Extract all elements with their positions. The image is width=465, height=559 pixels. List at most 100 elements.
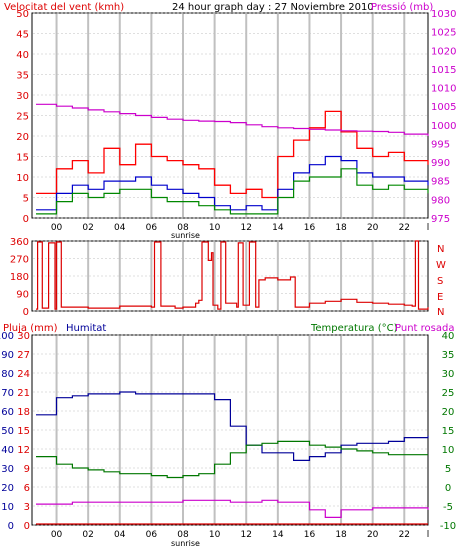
rain-y-tick-label: 30 — [17, 331, 30, 342]
humidity-y-tick-label: 50 — [1, 426, 14, 437]
temperature-y-tick-label: 35 — [442, 350, 455, 361]
wind-x-tick-label: 04 — [114, 223, 126, 233]
wind-x-tick-label: l — [427, 223, 430, 233]
direction-y-tick-label: 90 — [16, 290, 29, 301]
wind-x-tick-label: 10 — [209, 223, 221, 233]
climate-x-tick-label: 20 — [367, 530, 379, 540]
chart-title: 24 hour graph day : 27 Noviembre 2010 — [172, 2, 374, 13]
pressure-y-tick-label: 1030 — [431, 9, 456, 20]
compass-n-bottom: N — [437, 307, 444, 318]
temperature-y-tick-label: 15 — [442, 426, 455, 437]
direction-y-tick-label: 180 — [10, 272, 29, 283]
wind-x-tick-label: 08 — [177, 223, 189, 233]
series-pressure — [36, 103, 429, 136]
wind-y-tick-label: 45 — [16, 30, 29, 41]
humidity-y-tick-label: 40 — [1, 445, 14, 456]
wind-x-tick-label: 14 — [272, 223, 284, 233]
climate-x-tick-label: 16 — [304, 530, 316, 540]
wind-x-tick-label: 20 — [367, 223, 379, 233]
humidity-y-tick-label: 100 — [0, 331, 14, 342]
climate-ylabel-dewpoint: Punt rosada — [395, 323, 454, 334]
wind-ylabel-left: Velocitat del vent (kmh) — [4, 2, 124, 13]
temperature-y-tick-label: -5 — [443, 502, 453, 513]
humidity-y-tick-label: 90 — [1, 350, 14, 361]
wind-x-tick-label: 16 — [304, 223, 316, 233]
rain-y-tick-label: 15 — [17, 426, 30, 437]
humidity-y-tick-label: 20 — [1, 483, 14, 494]
humidity-y-tick-label: 70 — [1, 388, 14, 399]
wind-x-tick-label: 18 — [335, 223, 347, 233]
wind-y-tick-label: 5 — [23, 194, 29, 205]
wind-x-tick-label: 12 — [240, 223, 251, 233]
humidity-y-tick-label: 80 — [1, 369, 14, 380]
rain-y-tick-label: 0 — [24, 521, 30, 532]
wind-y-tick-label: 50 — [16, 9, 29, 20]
pressure-y-tick-label: 1025 — [431, 28, 456, 39]
compass-w: W — [436, 260, 446, 271]
wind-y-tick-label: 0 — [23, 214, 29, 225]
series-direction — [36, 240, 429, 310]
rain-y-tick-label: 12 — [17, 445, 30, 456]
climate-x-tick-label: 04 — [114, 530, 126, 540]
climate-x-tick-label: 00 — [51, 530, 63, 540]
pressure-y-tick-label: 975 — [431, 214, 450, 225]
wind-y-tick-label: 10 — [16, 173, 29, 184]
rain-y-tick-label: 3 — [24, 502, 30, 513]
wind-y-tick-label: 25 — [16, 112, 29, 123]
wind-sunrise-label: sunrise — [171, 231, 200, 240]
wind-y-tick-label: 20 — [16, 132, 29, 143]
direction-y-tick-label: 0 — [23, 307, 29, 318]
direction-y-tick-label: 360 — [10, 237, 29, 248]
series-layer — [36, 103, 429, 525]
temperature-y-tick-label: -10 — [440, 521, 456, 532]
climate-x-tick-label: 14 — [272, 530, 284, 540]
compass-n-top: N — [437, 244, 444, 255]
climate-x-tick-label: 18 — [335, 530, 347, 540]
series-dewpoint — [36, 499, 429, 518]
wind-x-tick-label: 00 — [51, 223, 63, 233]
climate-x-tick-label: 22 — [399, 530, 410, 540]
rain-y-tick-label: 24 — [17, 369, 30, 380]
pressure-y-tick-label: 1015 — [431, 65, 456, 76]
temperature-y-tick-label: 30 — [442, 369, 455, 380]
compass-s: S — [437, 276, 443, 287]
temperature-y-tick-label: 0 — [445, 483, 451, 494]
pressure-y-tick-label: 980 — [431, 195, 450, 206]
humidity-y-tick-label: 10 — [1, 502, 14, 513]
temperature-y-tick-label: 40 — [442, 331, 455, 342]
rain-y-tick-label: 18 — [17, 407, 30, 418]
humidity-y-tick-label: 60 — [1, 407, 14, 418]
pressure-y-tick-label: 985 — [431, 177, 450, 188]
wind-x-tick-label: 02 — [82, 223, 93, 233]
temperature-y-tick-label: 10 — [442, 445, 455, 456]
rain-y-tick-label: 21 — [17, 388, 30, 399]
series-temperature — [36, 440, 428, 479]
rain-y-tick-label: 27 — [17, 350, 30, 361]
humidity-y-tick-label: 30 — [1, 464, 14, 475]
wind-y-tick-label: 30 — [16, 91, 29, 102]
series-gust — [36, 110, 429, 199]
pressure-y-tick-label: 1010 — [431, 84, 456, 95]
tick-label-layer: 00 02 04 06 08 10 12 14 16 18 20 22 l00 02 04 06 08 10 12 1… — [0, 9, 456, 540]
rain-y-tick-label: 9 — [24, 464, 30, 475]
pressure-y-tick-label: 1020 — [431, 46, 456, 57]
wind-x-tick-label: 22 — [399, 223, 410, 233]
pressure-y-tick-label: 1005 — [431, 102, 456, 113]
humidity-y-tick-label: 0 — [8, 521, 14, 532]
wind-x-tick-label: 06 — [146, 223, 158, 233]
climate-x-tick-label: 10 — [209, 530, 221, 540]
climate-x-tick-label: 12 — [240, 530, 251, 540]
pressure-y-tick-label: 995 — [431, 139, 450, 150]
temperature-y-tick-label: 5 — [445, 464, 451, 475]
pressure-y-tick-label: 1000 — [431, 121, 456, 132]
climate-x-tick-label: l — [427, 530, 430, 540]
wind-y-tick-label: 15 — [16, 153, 29, 164]
climate-ylabel-rain: Pluja (mm) — [3, 323, 58, 334]
pressure-y-tick-label: 990 — [431, 158, 450, 169]
wind-ylabel-right: Pressió (mb) — [371, 1, 433, 13]
climate-sunrise-label: sunrise — [171, 539, 200, 548]
climate-x-tick-label: 06 — [146, 530, 158, 540]
wind-y-tick-label: 35 — [16, 71, 29, 82]
rain-y-tick-label: 6 — [24, 483, 30, 494]
